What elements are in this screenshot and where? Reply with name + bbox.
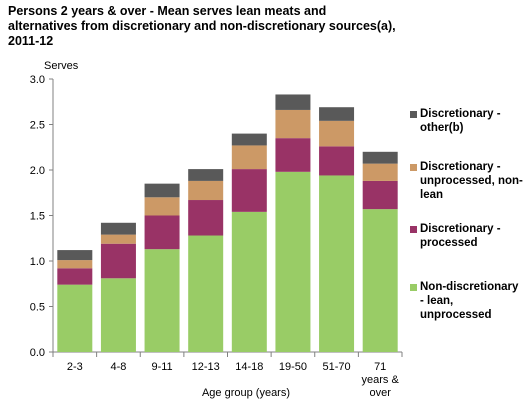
x-tick-label: 4-8 [110, 361, 126, 373]
x-tick-label: 71 [374, 361, 386, 373]
y-tick-label: 1.5 [30, 211, 45, 223]
legend-swatch [410, 284, 417, 291]
bar-segment [188, 169, 224, 181]
bar-segment [144, 249, 180, 352]
x-tick-label: over [369, 387, 391, 399]
bar-segment [319, 146, 355, 176]
y-tick-label: 2.0 [30, 165, 45, 177]
legend-swatch [410, 164, 417, 171]
bar-segment [362, 151, 398, 164]
legend-label: Discretionary - [420, 161, 501, 173]
x-tick-label: 19-50 [279, 361, 307, 373]
bar-segment [57, 284, 93, 352]
bar-segment [319, 175, 355, 352]
bar-segment [231, 169, 267, 212]
x-tick-label: 14-18 [235, 361, 263, 373]
bar-segment [362, 163, 398, 181]
x-tick-label: 9-11 [151, 361, 172, 373]
legend-label: other(b) [420, 122, 464, 134]
legend-label: processed [420, 237, 478, 249]
bar-segment [319, 107, 355, 121]
bar-segment [144, 215, 180, 250]
bar-segment [275, 109, 311, 139]
x-tick-label: 2-3 [67, 361, 83, 373]
y-axis-label: Serves [44, 60, 79, 72]
bar-segment [100, 222, 136, 235]
legend-swatch [410, 226, 417, 233]
bar-segment [275, 138, 311, 172]
bar-segment [362, 209, 398, 352]
bar-segment [57, 250, 93, 261]
legend-label: - lean, [420, 295, 453, 307]
bar-segment [144, 183, 180, 198]
chart-title-line: Persons 2 years & over - Mean serves lea… [8, 4, 327, 18]
bar-segment [188, 180, 224, 201]
legend-label: Discretionary - [420, 108, 501, 120]
legend-swatch [410, 111, 417, 118]
y-tick-label: 3.0 [30, 74, 45, 86]
chart-title-line: alternatives from discretionary and non-… [8, 19, 396, 33]
bar-segment [57, 260, 93, 269]
legend-label: Discretionary - [420, 223, 501, 235]
y-tick-label: 0.0 [30, 347, 45, 359]
bar-segment [231, 211, 267, 352]
bar-segment [100, 278, 136, 352]
y-tick-label: 1.0 [30, 256, 45, 268]
bar-segment [100, 243, 136, 279]
bar-segment [319, 120, 355, 147]
bar-segment [362, 180, 398, 210]
bar-segment [188, 200, 224, 236]
y-tick-label: 2.5 [30, 120, 45, 132]
x-tick-label: years & [362, 374, 400, 386]
bar-segment [275, 94, 311, 110]
legend-label: Non-discretionary [420, 281, 519, 293]
chart-title-line: 2011-12 [8, 34, 54, 48]
legend-label: lean [420, 189, 443, 201]
x-tick-label: 12-13 [192, 361, 220, 373]
bar-segment [144, 197, 180, 216]
bar-segment [231, 133, 267, 146]
legend-label: unprocessed, non- [420, 175, 523, 187]
x-axis-label: Age group (years) [202, 387, 290, 399]
legend-label: unprocessed [420, 309, 492, 321]
bar-segment [100, 234, 136, 244]
bar-segment [275, 171, 311, 352]
x-tick-label: 51-70 [322, 361, 350, 373]
chart-title: Persons 2 years & over - Mean serves lea… [8, 4, 448, 49]
y-tick-label: 0.5 [30, 302, 45, 314]
bar-segment [188, 235, 224, 352]
bar-segment [57, 268, 93, 285]
bar-segment [231, 145, 267, 170]
